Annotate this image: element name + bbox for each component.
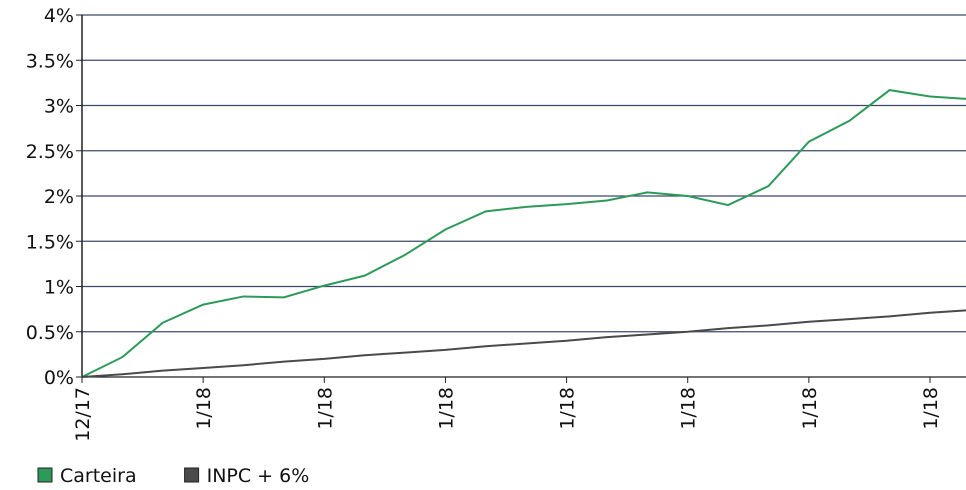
x-tick-label: 1/18 <box>920 387 942 430</box>
x-tick-label: 1/18 <box>193 387 215 430</box>
y-tick-label: 2% <box>44 186 74 208</box>
y-tick-label: 0.5% <box>26 322 74 344</box>
x-tick-label: 1/18 <box>435 387 457 430</box>
legend-label: Carteira <box>60 465 137 487</box>
y-tick-label: 2.5% <box>26 141 74 163</box>
x-tick-label: 1/18 <box>314 387 336 430</box>
legend-swatch <box>184 467 200 483</box>
x-tick-label: 1/18 <box>678 387 700 430</box>
legend-label: INPC + 6% <box>207 465 310 487</box>
x-tick-label: 12/17 <box>72 387 94 442</box>
y-tick-label: 4% <box>44 5 74 27</box>
x-tick-label: 1/18 <box>557 387 579 430</box>
legend-swatch <box>37 467 53 483</box>
y-tick-label: 1.5% <box>26 231 74 253</box>
y-tick-label: 3% <box>44 96 74 118</box>
series-line <box>81 89 966 378</box>
y-tick-label: 0% <box>44 367 74 389</box>
y-tick-label: 1% <box>44 277 74 299</box>
x-tick-label: 1/18 <box>799 387 821 430</box>
series-line <box>81 309 966 378</box>
y-tick-label: 3.5% <box>26 50 74 72</box>
